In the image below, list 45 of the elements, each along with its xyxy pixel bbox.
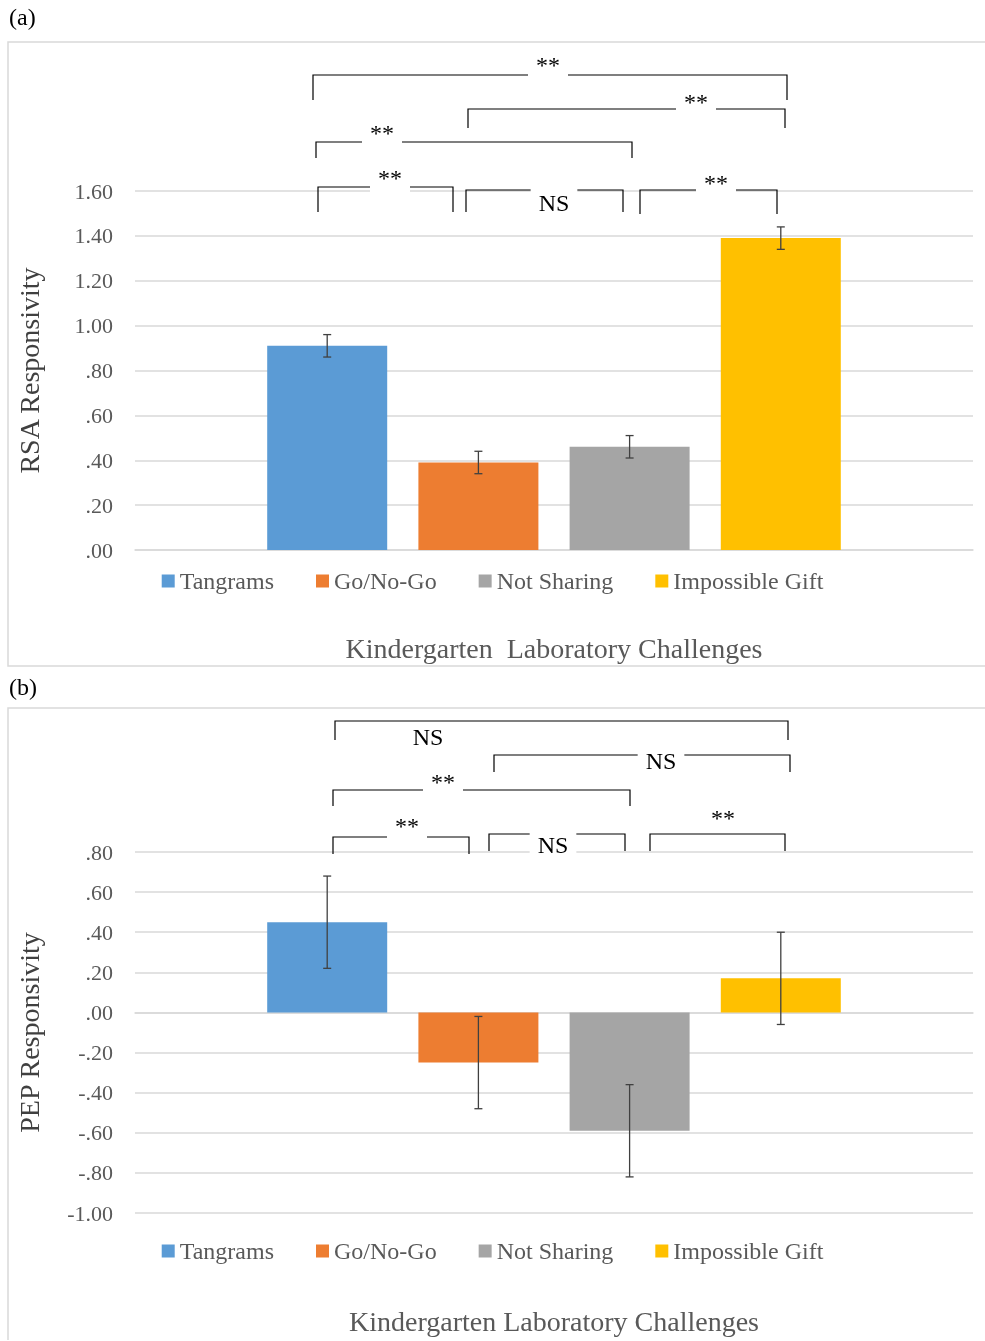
legend-label: Not Sharing (496, 1238, 614, 1264)
annotation: NS (538, 190, 570, 216)
y-tick-label: -.20 (78, 1040, 113, 1066)
y-axis-title: PEP Responsivity (13, 932, 45, 1133)
y-tick-label: .00 (85, 999, 113, 1025)
y-tick-label: .00 (85, 537, 113, 563)
text: ** (536, 52, 560, 78)
y-tick-label: 1.00 (74, 313, 113, 339)
text: ** (711, 805, 735, 831)
legend-label: Not Sharing (496, 568, 614, 594)
text: ** (370, 120, 394, 146)
y-tick-label: -.60 (78, 1120, 113, 1146)
y-tick-label: .80 (85, 358, 113, 383)
y-tick-label: -.40 (78, 1080, 113, 1106)
legend-label: Tangrams (179, 568, 274, 594)
y-tick-label: .60 (85, 879, 113, 905)
y-tick-label: .60 (85, 402, 113, 428)
chart-title: (b) (9, 674, 37, 700)
y-tick-label: .20 (85, 492, 113, 518)
y-tick-label: 1.60 (74, 178, 113, 204)
text: NS (645, 748, 677, 774)
text: ** (378, 165, 402, 191)
y-axis-title: RSA Responsivity (13, 267, 45, 474)
text: NS (412, 724, 444, 750)
y-tick-label: -1.00 (67, 1200, 113, 1226)
legend-label: Go/No-Go (333, 568, 437, 594)
x-axis-title: Kindergarten Laboratory Challenges (345, 632, 763, 664)
legend-label: Impossible Gift (673, 1238, 824, 1264)
annotation: NS (537, 832, 569, 858)
y-tick-label: .20 (85, 959, 113, 985)
y-tick-label: .80 (85, 839, 113, 865)
text: ** (395, 813, 419, 839)
y-tick-label: 1.40 (74, 223, 113, 249)
y-tick-label: -.80 (78, 1160, 113, 1186)
legend-label: Impossible Gift (673, 568, 824, 594)
x-axis-title: Kindergarten Laboratory Challenges (348, 1305, 760, 1337)
annotation: ** (704, 170, 728, 196)
y-tick-label: 1.20 (74, 268, 113, 294)
chart-title: (a) (9, 4, 36, 30)
legend-label: Tangrams (179, 1238, 274, 1264)
text: ** (431, 769, 455, 795)
text: ** (684, 89, 708, 115)
y-tick-label: .40 (85, 919, 113, 945)
legend-label: Go/No-Go (333, 1238, 437, 1264)
y-tick-label: .40 (85, 447, 113, 473)
